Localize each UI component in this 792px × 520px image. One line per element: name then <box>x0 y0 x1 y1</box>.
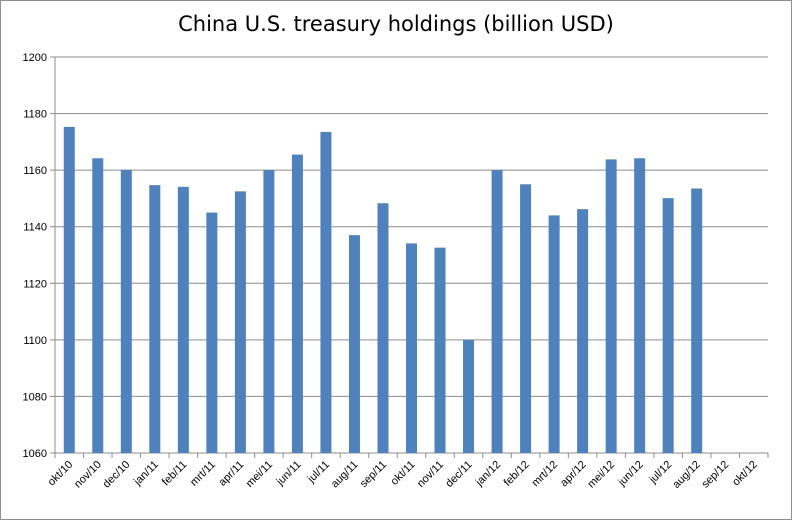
bar-jan-11 <box>149 185 161 454</box>
bar-okt-11 <box>406 243 417 453</box>
x-tick-label: jun/11 <box>274 459 304 489</box>
bars <box>63 126 703 454</box>
bar-aug-12 <box>691 188 703 453</box>
bar-feb-11 <box>177 186 189 453</box>
y-tick-label: 1080 <box>23 391 47 403</box>
bar-aug-11 <box>348 235 360 453</box>
y-tick-label: 1180 <box>23 109 47 121</box>
x-tick-label: dec/10 <box>101 459 133 491</box>
x-tick-label: mei/11 <box>244 459 275 490</box>
bar-apr-12 <box>577 209 589 453</box>
x-tick-label: okt/10 <box>46 459 76 489</box>
bar-dec-10 <box>120 169 132 454</box>
x-tick-label: apr/11 <box>217 459 247 489</box>
bar-feb-12 <box>520 184 532 454</box>
bar-dec-11 <box>463 339 475 453</box>
y-tick-labels: 1060 1080 1100 1120 1140 1160 1180 1200 <box>23 52 47 460</box>
y-tick-label: 1100 <box>23 335 47 347</box>
bar-mrt-11 <box>206 212 218 453</box>
bar-jun-11 <box>291 154 303 454</box>
bar-apr-11 <box>234 191 246 453</box>
y-tick-label: 1060 <box>23 448 47 460</box>
x-tick-label: dec/11 <box>443 459 474 490</box>
bar-mei-11 <box>263 170 275 453</box>
x-tick-label: aug/11 <box>329 459 361 491</box>
x-tick-label: okt/12 <box>730 459 760 489</box>
x-tick-label: sep/11 <box>358 459 389 490</box>
x-tick-label: jan/12 <box>473 459 503 489</box>
x-tick-label: mrt/12 <box>530 459 561 490</box>
x-tick-label: mrt/11 <box>188 459 218 489</box>
x-tick-label: feb/11 <box>160 459 190 489</box>
y-tick-label: 1200 <box>23 52 47 64</box>
bar-nov-11 <box>434 247 446 453</box>
chart-title: China U.S. treasury holdings (billion US… <box>178 12 614 36</box>
bar-okt-10 <box>63 126 75 453</box>
bar-mei-12 <box>605 159 617 453</box>
x-tick-label: aug/12 <box>671 459 703 491</box>
bar-jul-12 <box>662 198 674 453</box>
x-tick-label: feb/12 <box>502 459 532 489</box>
x-tick-label: jan/11 <box>131 459 161 489</box>
bar-jan-12 <box>491 170 503 453</box>
bar-jul-11 <box>320 131 332 453</box>
y-tick-label: 1160 <box>23 165 47 177</box>
x-tick-label: nov/11 <box>415 459 446 490</box>
x-tick-label: apr/12 <box>558 459 589 490</box>
y-tick-label: 1120 <box>23 278 47 290</box>
bar-mrt-12 <box>548 215 560 453</box>
x-tick-label: nov/10 <box>72 459 104 491</box>
x-tick-label: jun/12 <box>615 459 645 489</box>
x-tick-label: okt/11 <box>389 459 418 488</box>
bar-jun-12 <box>634 158 646 453</box>
bar-sep-11 <box>377 203 389 453</box>
x-tick-label: mei/12 <box>585 459 617 491</box>
y-tick-label: 1140 <box>23 222 47 234</box>
x-tick-label: sep/12 <box>699 459 731 491</box>
bar-nov-10 <box>92 158 104 453</box>
